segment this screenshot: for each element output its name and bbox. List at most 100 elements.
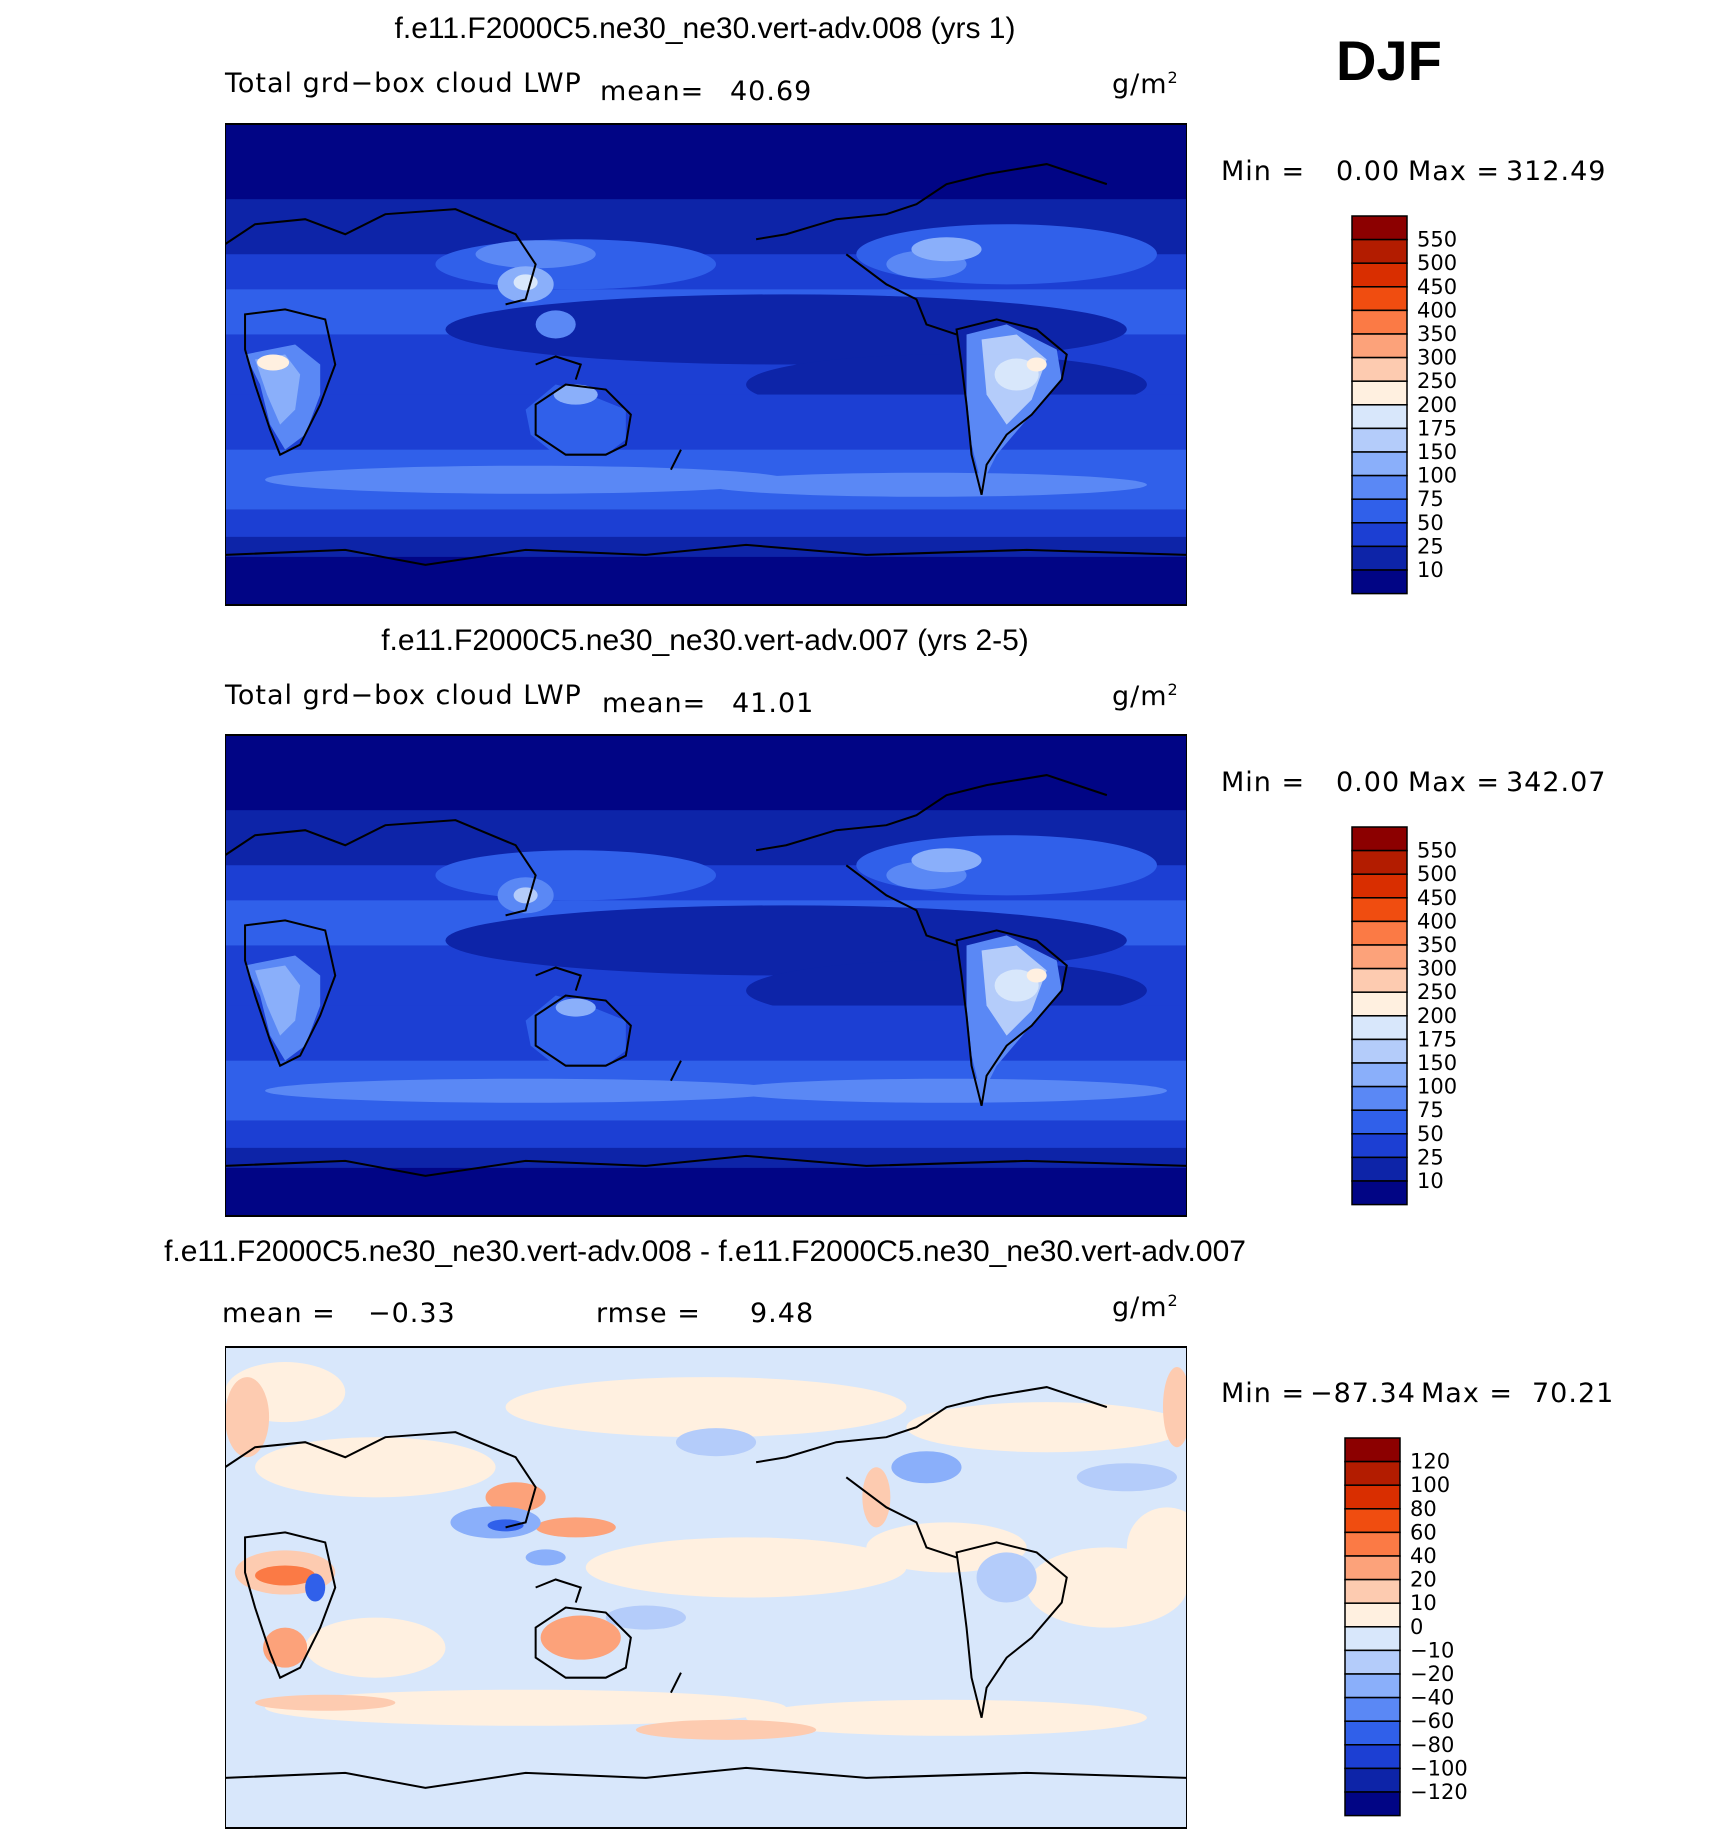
- colorbar-box: [1344, 1767, 1401, 1793]
- panel-3-min-value: −87.34: [1310, 1378, 1416, 1409]
- colorbar-tick-label: 450: [1417, 275, 1457, 299]
- colorbar-tick-label: 150: [1417, 1051, 1457, 1075]
- colorbar-tick-label: 175: [1417, 1027, 1457, 1051]
- panel-2-variable: Total grd−box cloud LWP: [225, 680, 582, 711]
- colorbar-box: [1344, 1720, 1401, 1746]
- colorbar-box: [1351, 404, 1408, 430]
- panel-2-map: [225, 734, 1187, 1217]
- colorbar-tick-label: 25: [1417, 1145, 1444, 1169]
- panel-1-max-value: 312.49: [1506, 156, 1607, 187]
- panel-3-max-value: 70.21: [1532, 1378, 1615, 1409]
- colorbar-box: [1351, 474, 1408, 500]
- panel-1-min-value: 0.00: [1336, 156, 1401, 187]
- colorbar-box: [1351, 262, 1408, 288]
- colorbar-tick-label: 175: [1417, 416, 1457, 440]
- colorbar-box: [1351, 849, 1408, 875]
- colorbar-box: [1351, 309, 1408, 335]
- panel-1-title: f.e11.F2000C5.ne30_ne30.vert-adv.008 (yr…: [394, 12, 1016, 45]
- colorbar-tick-label: 20: [1410, 1568, 1437, 1592]
- colorbar-tick-label: 25: [1417, 534, 1444, 558]
- colorbar-tick-label: 550: [1417, 228, 1457, 252]
- colorbar-tick-label: 350: [1417, 322, 1457, 346]
- colorbar-tick-label: −80: [1410, 1733, 1454, 1757]
- colorbar-tick-label: −60: [1410, 1709, 1454, 1733]
- panel-3-units: g/m2: [1112, 1291, 1179, 1323]
- colorbar-box: [1351, 427, 1408, 453]
- colorbar-box: [1351, 380, 1408, 406]
- colorbar-tick-label: 10: [1417, 1169, 1444, 1193]
- colorbar-tick-label: 150: [1417, 440, 1457, 464]
- colorbar-box: [1344, 1649, 1401, 1675]
- panel-3-min-label: Min =: [1221, 1378, 1306, 1409]
- panel-3-title: f.e11.F2000C5.ne30_ne30.vert-adv.008 - f…: [164, 1235, 1246, 1268]
- panel-1-min-label: Min =: [1221, 156, 1306, 187]
- panel-1-colorbar: 5505004504003503002502001751501007550251…: [1351, 215, 1457, 595]
- colorbar-box: [1351, 1085, 1408, 1111]
- colorbar-box: [1344, 1508, 1401, 1534]
- colorbar-box: [1351, 522, 1408, 548]
- season-label: DJF: [1336, 29, 1442, 92]
- colorbar-tick-label: 450: [1417, 886, 1457, 910]
- panel-2-title: f.e11.F2000C5.ne30_ne30.vert-adv.007 (yr…: [381, 624, 1029, 657]
- colorbar-tick-label: 40: [1410, 1544, 1437, 1568]
- colorbar-box: [1344, 1531, 1401, 1557]
- colorbar-tick-label: 10: [1417, 558, 1444, 582]
- colorbar-tick-label: 75: [1417, 487, 1444, 511]
- colorbar-tick-label: 350: [1417, 933, 1457, 957]
- panel-3-mean-value: −0.33: [368, 1298, 456, 1329]
- colorbar-tick-label: 400: [1417, 298, 1457, 322]
- colorbar-box: [1351, 967, 1408, 993]
- colorbar-box: [1344, 1626, 1401, 1652]
- panel-2-colorbar: 5505004504003503002502001751501007550251…: [1351, 826, 1457, 1206]
- colorbar-tick-label: 500: [1417, 251, 1457, 275]
- panel-1-units: g/m2: [1112, 68, 1179, 100]
- panel-3-rmse-value: 9.48: [750, 1298, 815, 1329]
- colorbar-tick-label: −40: [1410, 1686, 1454, 1710]
- colorbar-box: [1344, 1791, 1401, 1817]
- colorbar-box: [1351, 451, 1408, 477]
- colorbar-tick-label: 50: [1417, 511, 1444, 535]
- colorbar-box: [1351, 1062, 1408, 1088]
- colorbar-box: [1351, 944, 1408, 970]
- colorbar-box: [1351, 991, 1408, 1017]
- colorbar-box: [1351, 356, 1408, 382]
- colorbar-tick-label: 550: [1417, 839, 1457, 863]
- panel-1-field: [225, 124, 1187, 605]
- colorbar-box: [1344, 1437, 1401, 1463]
- colorbar-tick-label: 500: [1417, 862, 1457, 886]
- colorbar-box: [1344, 1555, 1401, 1581]
- colorbar-box: [1344, 1696, 1401, 1722]
- colorbar-tick-label: −120: [1410, 1780, 1468, 1804]
- colorbar-tick-label: 300: [1417, 346, 1457, 370]
- panel-2-max-label: Max =: [1408, 767, 1501, 798]
- colorbar-box: [1351, 498, 1408, 524]
- colorbar-tick-label: 400: [1417, 909, 1457, 933]
- panel-2-max-value: 342.07: [1506, 767, 1607, 798]
- colorbar-tick-label: 200: [1417, 393, 1457, 417]
- colorbar-tick-label: −10: [1410, 1638, 1454, 1662]
- colorbar-box: [1344, 1484, 1401, 1510]
- panel-2-field: [225, 735, 1187, 1216]
- panel-3-map: [225, 1346, 1187, 1829]
- colorbar-box: [1351, 1180, 1408, 1206]
- colorbar-tick-label: 250: [1417, 369, 1457, 393]
- colorbar-box: [1351, 286, 1408, 312]
- colorbar-box: [1351, 569, 1408, 595]
- colorbar-box: [1351, 1038, 1408, 1064]
- colorbar-tick-label: 80: [1410, 1497, 1437, 1521]
- colorbar-box: [1351, 826, 1408, 852]
- colorbar-tick-label: −100: [1410, 1756, 1468, 1780]
- panel-2-min-label: Min =: [1221, 767, 1306, 798]
- colorbar-tick-label: 0: [1410, 1615, 1423, 1639]
- panel-3-rmse-label: rmse =: [596, 1298, 701, 1329]
- colorbar-tick-label: 100: [1417, 1075, 1457, 1099]
- colorbar-box: [1351, 1133, 1408, 1159]
- colorbar-tick-label: −20: [1410, 1662, 1454, 1686]
- colorbar-box: [1344, 1602, 1401, 1628]
- colorbar-box: [1351, 215, 1408, 241]
- colorbar-box: [1351, 545, 1408, 571]
- panel-1-mean-label: mean=: [600, 76, 705, 107]
- panel-2-mean-value: 41.01: [732, 688, 815, 719]
- colorbar-tick-label: 300: [1417, 957, 1457, 981]
